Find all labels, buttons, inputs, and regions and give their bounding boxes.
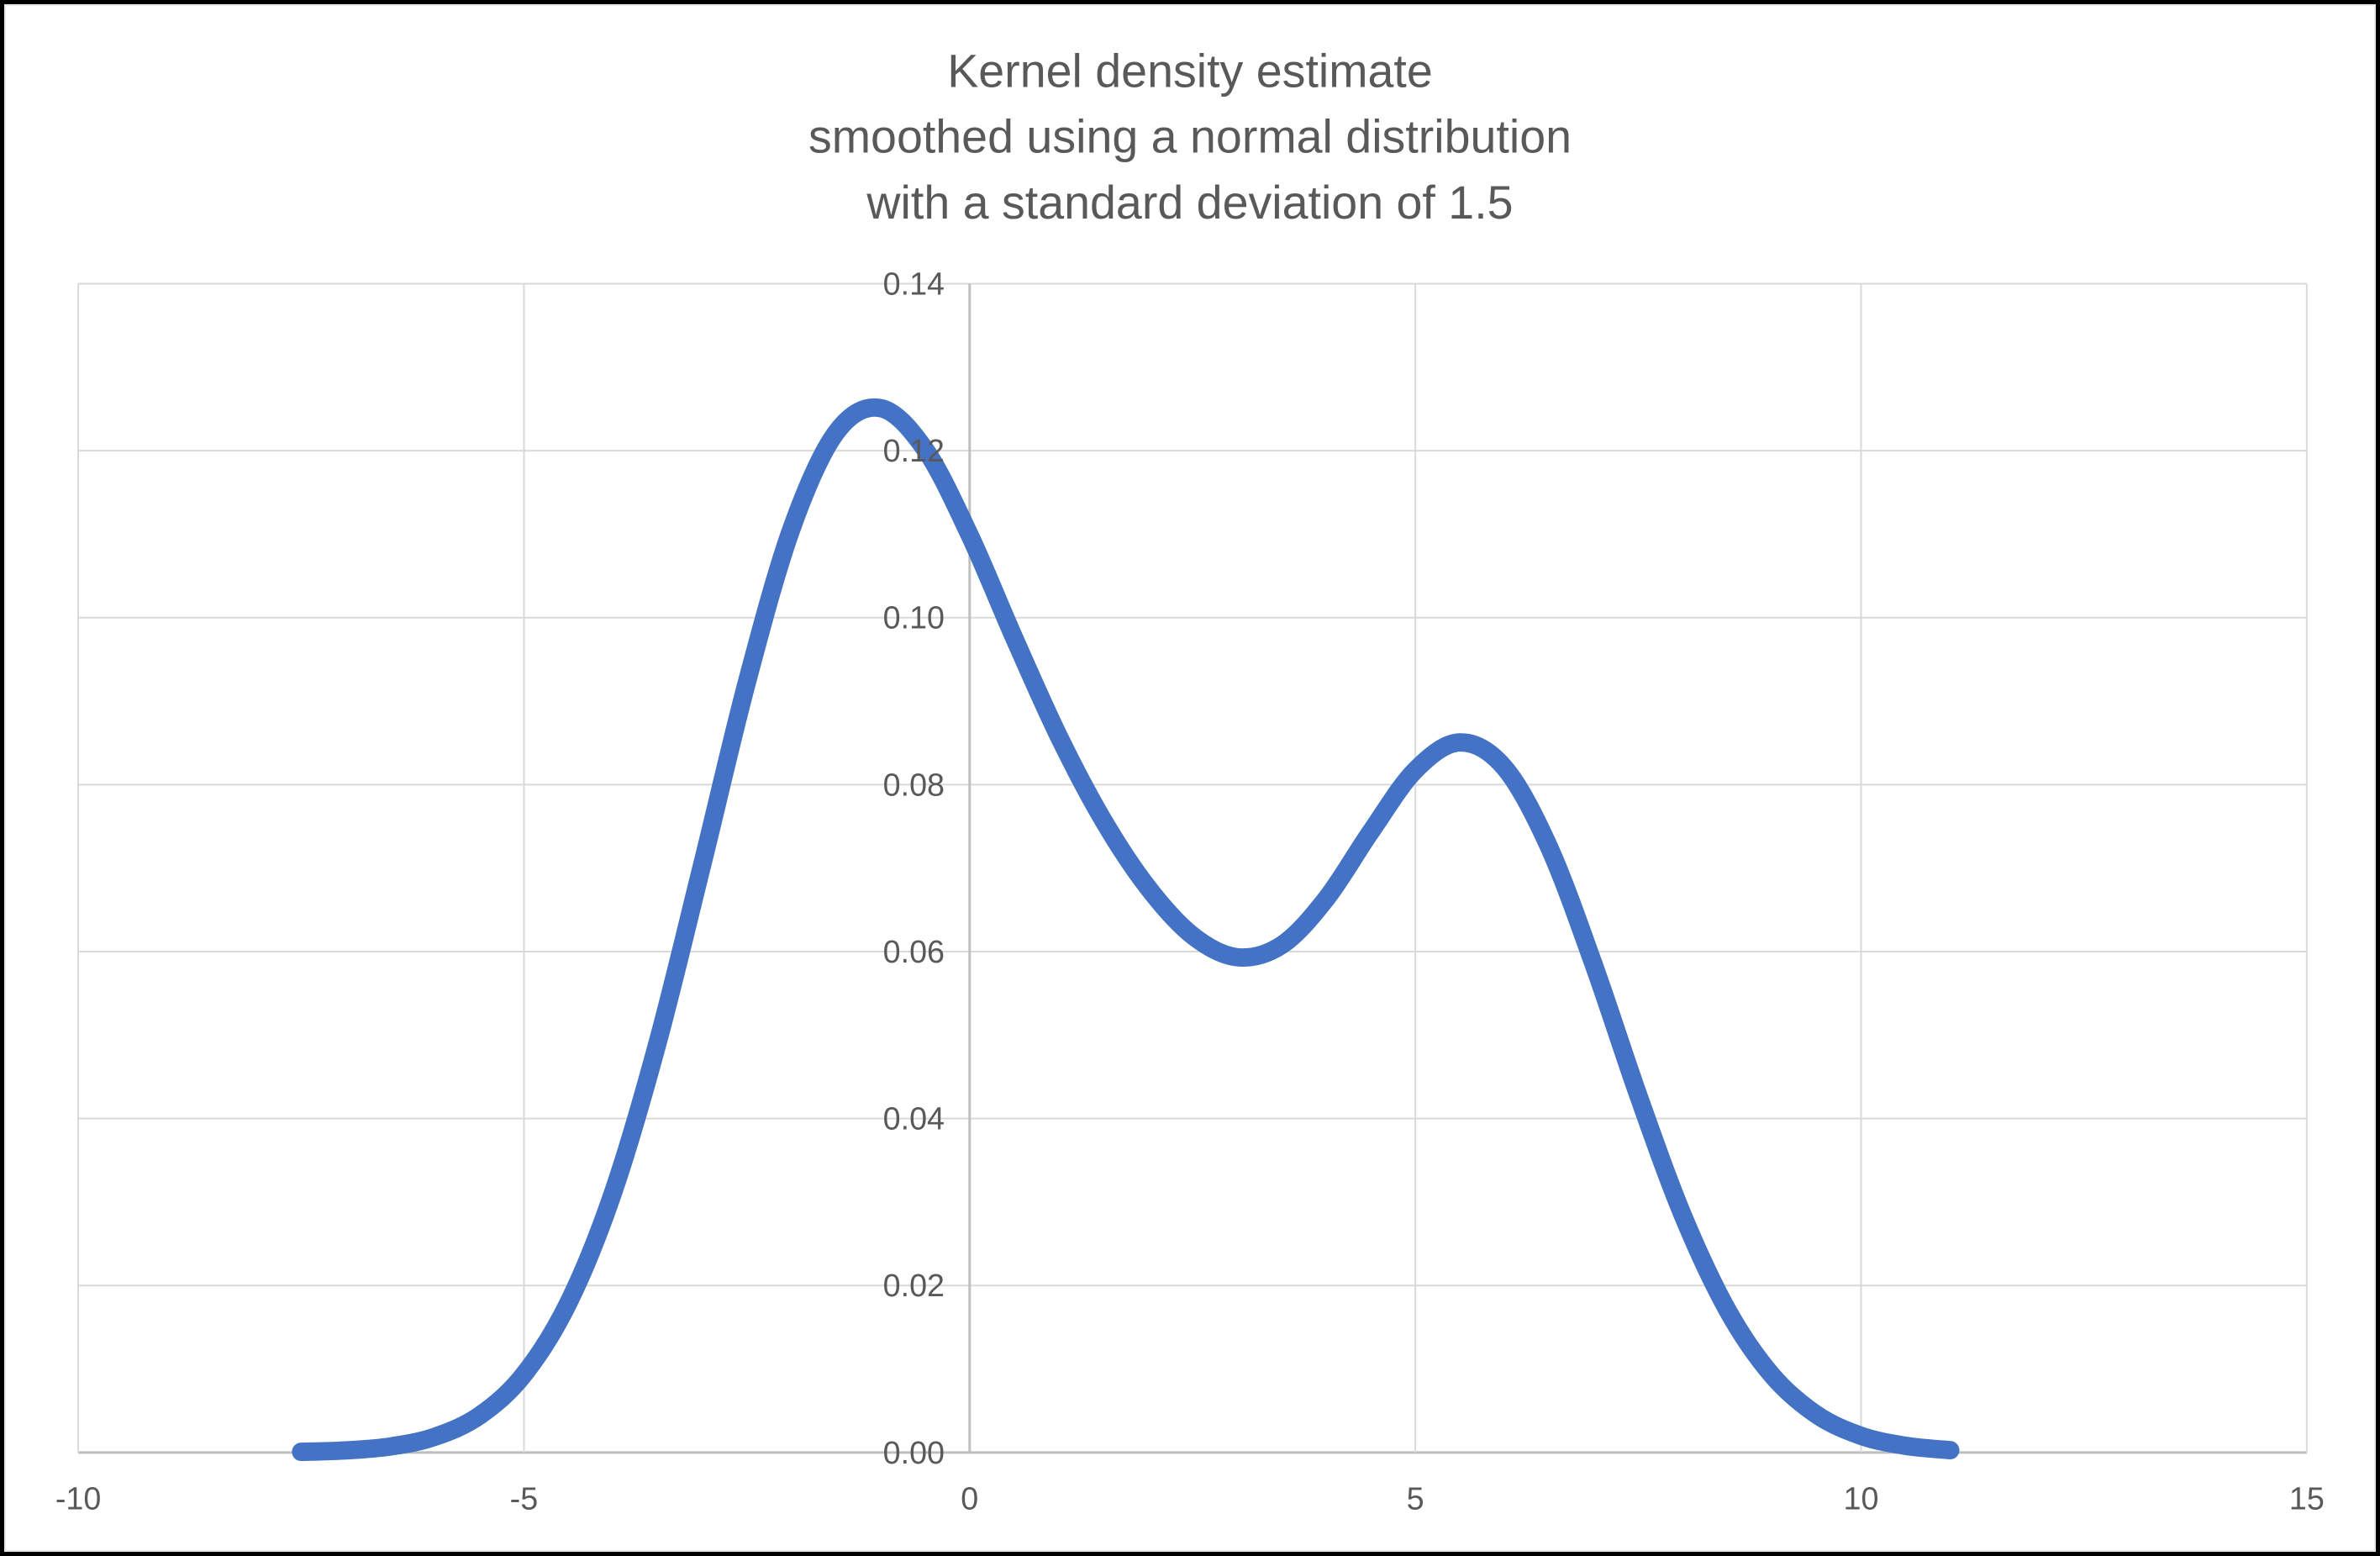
chart-title: Kernel density estimate smoothed using a… [808, 45, 1572, 229]
kde-chart: 0.00 0.02 0.04 0.06 0.08 0.10 0.12 0.14 -10 -5 0 5… [55, 45, 2325, 1516]
y-tick-label: 0.06 [883, 934, 945, 969]
y-tick-label: 0.04 [883, 1101, 945, 1137]
y-tick-label: 0.14 [883, 266, 945, 301]
chart-title-line-2: smoothed using a normal distribution [808, 111, 1572, 163]
x-tick-label: -5 [510, 1480, 539, 1516]
y-tick-label: 0.02 [883, 1268, 945, 1303]
y-tick-label: 0.00 [883, 1435, 945, 1470]
chart-title-line-1: Kernel density estimate [947, 45, 1433, 97]
y-tick-label: 0.10 [883, 600, 945, 636]
y-tick-label: 0.08 [883, 767, 945, 802]
x-tick-label: 10 [1844, 1480, 1879, 1516]
y-axis-labels: 0.00 0.02 0.04 0.06 0.08 0.10 0.12 0.14 [883, 266, 945, 1469]
x-tick-label: -10 [55, 1480, 102, 1516]
chart-title-line-3: with a standard deviation of 1.5 [866, 177, 1513, 229]
kde-curve [292, 398, 1960, 1462]
x-tick-label: 5 [1407, 1480, 1424, 1516]
chart-canvas: 0.00 0.02 0.04 0.06 0.08 0.10 0.12 0.14 -10 -5 0 5… [4, 4, 2376, 1552]
y-tick-label: 0.12 [883, 433, 945, 468]
x-axis-labels: -10 -5 0 5 10 15 [55, 1480, 2325, 1516]
gridlines [77, 282, 2308, 1454]
x-tick-label: 0 [961, 1480, 978, 1516]
x-tick-label: 15 [2289, 1480, 2325, 1516]
